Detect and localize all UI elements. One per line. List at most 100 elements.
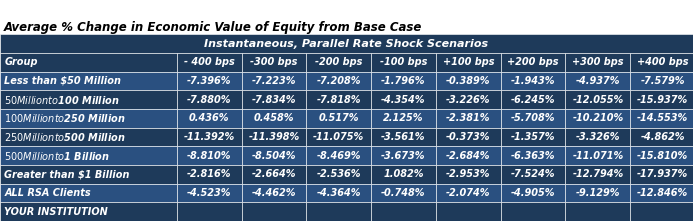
Text: 2.125%: 2.125% [383, 113, 423, 123]
Text: -7.579%: -7.579% [640, 76, 685, 86]
Bar [436, 202, 500, 221]
Bar [631, 202, 693, 221]
Bar [436, 146, 500, 165]
Text: Average % Change in Economic Value of Equity from Base Case: Average % Change in Economic Value of Eq… [3, 21, 422, 34]
Text: $100 Million to $250 Million: $100 Million to $250 Million [4, 112, 126, 124]
Text: Group: Group [4, 57, 37, 67]
Bar [177, 165, 242, 184]
Text: -8.469%: -8.469% [317, 151, 361, 161]
Bar [306, 202, 371, 221]
Text: -1.943%: -1.943% [511, 76, 555, 86]
Bar [565, 184, 631, 202]
Text: -11.071%: -11.071% [572, 151, 624, 161]
Text: -5.708%: -5.708% [511, 113, 555, 123]
Text: YOUR INSTITUTION: YOUR INSTITUTION [4, 207, 108, 217]
Text: -3.326%: -3.326% [576, 132, 620, 142]
Text: 1.082%: 1.082% [383, 169, 423, 179]
Text: -7.208%: -7.208% [317, 76, 361, 86]
Text: -11.398%: -11.398% [248, 132, 299, 142]
Text: -2.381%: -2.381% [446, 113, 491, 123]
Text: +400 bps: +400 bps [637, 57, 688, 67]
Bar [0, 165, 177, 184]
Text: +300 bps: +300 bps [572, 57, 624, 67]
Bar [436, 90, 500, 109]
Text: $50 Million to $100 Million: $50 Million to $100 Million [4, 94, 120, 106]
Bar [565, 128, 631, 146]
Text: - 400 bps: - 400 bps [184, 57, 234, 67]
Text: -2.953%: -2.953% [446, 169, 491, 179]
Text: -0.748%: -0.748% [381, 188, 426, 198]
Bar [500, 128, 565, 146]
Text: -4.364%: -4.364% [317, 188, 361, 198]
Bar [371, 53, 436, 72]
Text: -8.810%: -8.810% [187, 151, 231, 161]
Bar [436, 109, 500, 128]
Bar [500, 90, 565, 109]
Text: -7.223%: -7.223% [252, 76, 296, 86]
Bar [0, 90, 177, 109]
Text: -7.396%: -7.396% [187, 76, 231, 86]
Text: 0.517%: 0.517% [319, 113, 359, 123]
Text: -12.794%: -12.794% [572, 169, 624, 179]
Text: -10.210%: -10.210% [572, 113, 624, 123]
Text: -15.810%: -15.810% [637, 151, 688, 161]
Bar [242, 146, 306, 165]
Bar [0, 34, 693, 53]
Bar [500, 146, 565, 165]
Text: -2.664%: -2.664% [252, 169, 296, 179]
Bar [177, 146, 242, 165]
Bar [0, 109, 177, 128]
Bar [436, 165, 500, 184]
Text: -4.862%: -4.862% [640, 132, 685, 142]
Text: -4.905%: -4.905% [511, 188, 555, 198]
Text: +200 bps: +200 bps [507, 57, 559, 67]
Text: -7.818%: -7.818% [317, 95, 361, 105]
Bar [242, 128, 306, 146]
Bar [371, 128, 436, 146]
Bar [436, 128, 500, 146]
Bar [371, 202, 436, 221]
Bar [242, 165, 306, 184]
Text: 0.436%: 0.436% [189, 113, 229, 123]
Bar [0, 146, 177, 165]
Bar [631, 90, 693, 109]
Bar [436, 184, 500, 202]
Text: -4.523%: -4.523% [187, 188, 231, 198]
Bar [306, 184, 371, 202]
Bar [0, 72, 177, 90]
Text: -11.392%: -11.392% [184, 132, 235, 142]
Text: -2.816%: -2.816% [187, 169, 231, 179]
Bar [631, 184, 693, 202]
Bar [242, 109, 306, 128]
Bar [371, 90, 436, 109]
Bar [500, 165, 565, 184]
Bar [371, 109, 436, 128]
Bar [371, 72, 436, 90]
Text: Instantaneous, Parallel Rate Shock Scenarios: Instantaneous, Parallel Rate Shock Scena… [204, 39, 489, 49]
Bar [500, 53, 565, 72]
Bar [500, 184, 565, 202]
Bar [565, 72, 631, 90]
Text: -0.373%: -0.373% [446, 132, 491, 142]
Bar [242, 202, 306, 221]
Text: -7.524%: -7.524% [511, 169, 555, 179]
Text: -12.055%: -12.055% [572, 95, 624, 105]
Bar [306, 72, 371, 90]
Bar [177, 128, 242, 146]
Text: $250 Million to $500 Million: $250 Million to $500 Million [4, 131, 126, 143]
Bar [500, 72, 565, 90]
Text: -3.673%: -3.673% [381, 151, 426, 161]
Bar [242, 72, 306, 90]
Text: -300 bps: -300 bps [250, 57, 297, 67]
Bar [371, 184, 436, 202]
Text: -0.389%: -0.389% [446, 76, 491, 86]
Text: -3.561%: -3.561% [381, 132, 426, 142]
Bar [500, 202, 565, 221]
Bar [436, 53, 500, 72]
Text: +100 bps: +100 bps [443, 57, 494, 67]
Text: -100 bps: -100 bps [380, 57, 427, 67]
Bar [242, 184, 306, 202]
Bar [436, 72, 500, 90]
Bar [500, 109, 565, 128]
Text: -9.129%: -9.129% [576, 188, 620, 198]
